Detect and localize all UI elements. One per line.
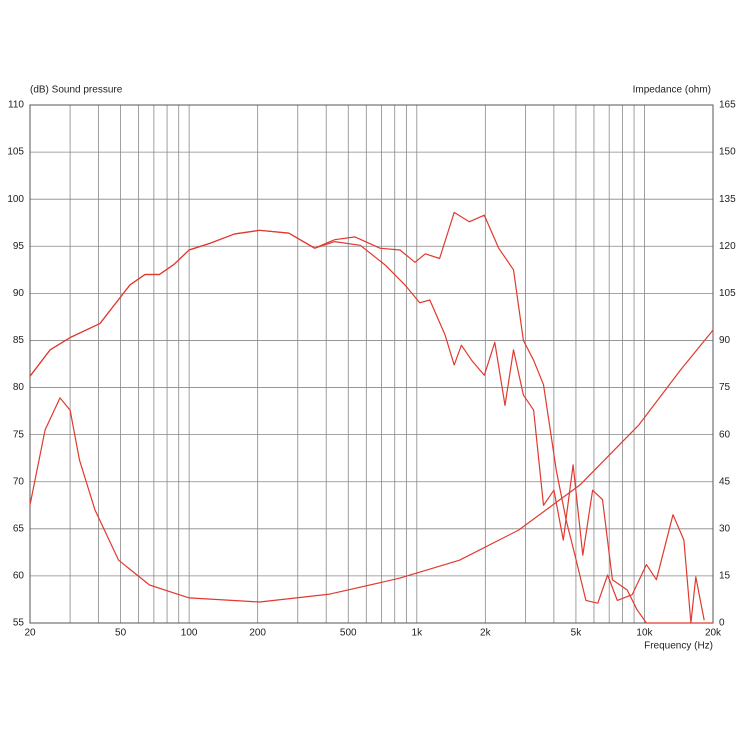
y-tick-label: 110 (8, 100, 24, 111)
x-tick-label: 200 (249, 628, 266, 639)
y2-tick-label: 30 (719, 523, 731, 534)
y-tick-label: 65 (13, 523, 25, 534)
y2-tick-label: 90 (719, 335, 731, 346)
y2-tick-label: 60 (719, 429, 731, 440)
x-tick-label: 10k (636, 628, 653, 639)
y2-tick-label: 120 (719, 241, 736, 252)
y2-axis-label: Impedance (ohm) (633, 85, 711, 96)
y-tick-label: 55 (13, 618, 25, 629)
plot-border (29, 104, 714, 624)
y-tick-label: 85 (13, 335, 25, 346)
x-tick-label: 20 (24, 628, 36, 639)
x-tick-label: 20k (705, 628, 722, 639)
x-tick-label: 100 (181, 628, 198, 639)
y-axis-label: (dB) Sound pressure (30, 85, 123, 96)
y-tick-label: 90 (13, 288, 25, 299)
x-tick-label: 5k (571, 628, 583, 639)
x-tick-label: 1k (412, 628, 424, 639)
y-tick-label: 70 (13, 476, 25, 487)
y2-tick-label: 15 (719, 571, 731, 582)
x-tick-label: 2k (480, 628, 492, 639)
y2-tick-label: 45 (719, 476, 731, 487)
y2-tick-label: 0 (719, 618, 725, 629)
curve (29, 229, 713, 624)
curve (29, 329, 714, 603)
y-tick-label: 100 (7, 194, 24, 205)
y-tick-label: 75 (13, 429, 25, 440)
y-tick-label: 60 (13, 571, 25, 582)
y2-tick-label: 150 (719, 147, 736, 158)
x-tick-label: 500 (340, 628, 357, 639)
y-tick-label: 95 (13, 241, 25, 252)
x-tick-label: 50 (115, 628, 127, 639)
y-tick-label: 105 (7, 147, 24, 158)
y2-tick-label: 165 (719, 100, 736, 111)
y2-tick-label: 135 (719, 194, 736, 205)
y2-tick-label: 105 (719, 288, 736, 299)
y-tick-label: 80 (13, 382, 25, 393)
x-axis-label: Frequency (Hz) (644, 641, 713, 652)
y2-tick-label: 75 (719, 382, 731, 393)
